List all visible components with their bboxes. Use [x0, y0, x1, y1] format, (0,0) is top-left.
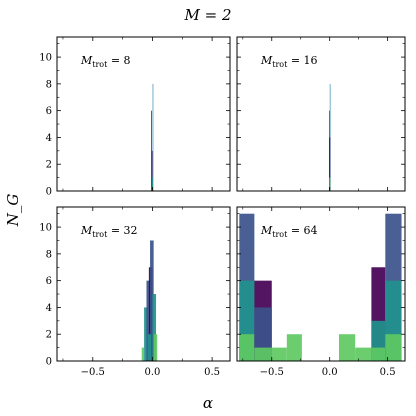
x-tick-label: 0.0 [144, 367, 160, 378]
y-tick-label: 6 [46, 106, 52, 117]
panel-label: Mtrot = 32 [80, 224, 138, 239]
y-axis-label: N_G [4, 194, 22, 228]
x-tick-label: 0.5 [204, 367, 220, 378]
y-tick-label: 6 [46, 276, 52, 287]
x-tick-label: −0.5 [260, 367, 284, 378]
panels-group: 0 2 4 6 8 10 Mtrot = 8 Mtrot = 16 0 2 4 6 8 10 −0.5 0.0… [39, 36, 406, 378]
y-tick-label: 10 [39, 53, 52, 64]
histogram-bar [355, 347, 372, 361]
y-tick-label: 8 [46, 249, 52, 260]
figure-title: M = 2 [183, 6, 231, 24]
histogram-bar [144, 307, 148, 361]
histogram-bar [150, 240, 154, 361]
histogram-bar [286, 334, 302, 361]
histogram-bar [254, 307, 272, 361]
y-tick-label: 4 [46, 133, 52, 144]
histogram-bar [254, 347, 272, 361]
panel-label: Mtrot = 8 [80, 54, 131, 69]
y-tick-label: 0 [46, 357, 52, 368]
histogram-bar [271, 347, 287, 361]
histogram-bar [338, 334, 356, 361]
x-tick-label: 0.0 [322, 367, 338, 378]
panel-frame [236, 36, 406, 192]
panel-frame [56, 36, 231, 192]
y-tick-label: 0 [46, 187, 52, 198]
y-tick-label: 2 [46, 330, 52, 341]
histogram-bar [329, 137, 331, 191]
panel-2: Mtrot = 16 [236, 36, 406, 192]
panel-label: Mtrot = 16 [260, 54, 318, 69]
y-tick-label: 10 [39, 223, 52, 234]
histogram-bar [151, 150, 153, 191]
panel-4: −0.5 0.0 0.5 Mtrot = 64 [236, 206, 406, 378]
histogram-bar [151, 177, 153, 191]
panel-label: Mtrot = 64 [260, 224, 318, 239]
x-tick-label: 0.5 [380, 367, 396, 378]
histogram-bar [385, 334, 402, 361]
histogram-bar [147, 334, 152, 361]
histogram-bar [151, 110, 153, 191]
svg-text:N_G: N_G [4, 194, 22, 228]
panel-frame [236, 206, 406, 362]
histogram-bar [371, 347, 386, 361]
panel-frame [56, 206, 231, 362]
histogram-bar [146, 280, 151, 361]
x-tick-label: −0.5 [81, 367, 105, 378]
histogram-bar [152, 83, 154, 191]
y-tick-label: 4 [46, 303, 52, 314]
histogram-bar [329, 177, 331, 191]
histogram-bar [141, 347, 145, 361]
panel-1: 0 2 4 6 8 10 Mtrot = 8 [39, 36, 231, 198]
histogram-bar [239, 334, 255, 361]
histogram-bar [153, 334, 158, 361]
histogram-bar [152, 294, 157, 361]
y-tick-label: 2 [46, 160, 52, 171]
x-axis-label: α [203, 394, 213, 412]
panel-3: 0 2 4 6 8 10 −0.5 0.0 0.5 Mtrot = 32 [39, 206, 231, 378]
y-tick-label: 8 [46, 79, 52, 90]
